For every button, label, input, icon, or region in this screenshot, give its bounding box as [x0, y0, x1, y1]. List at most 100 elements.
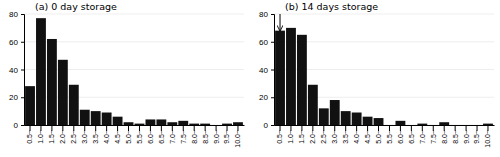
tick-label: 1.5~	[48, 130, 55, 144]
y-axis: 020406080	[259, 10, 274, 130]
bar	[91, 111, 101, 125]
grid-line	[24, 125, 244, 126]
x-axis: 0.5~ 1.0~ 1.5~ 2.0~ 2.5~ 3.0~ 3.5~ 4.0~ 4.5~ 5.0~…	[275, 125, 495, 148]
tick: 4.0~	[353, 125, 360, 144]
tick-mark	[21, 97, 24, 98]
tick: 3.0~	[81, 125, 88, 144]
tick-label: 0.5~	[26, 130, 33, 144]
tick-label: 4.5~	[114, 130, 121, 144]
figure: 0.5~ 1.0~ 1.5~ 2.0~ 2.5~ 3.0~ 3.5~ 4.0~ 4.5~ 5.0~…	[0, 0, 500, 157]
tick-label: 40	[259, 66, 268, 75]
bar	[363, 117, 373, 125]
tick: 6.5~	[408, 125, 415, 144]
tick-mark	[271, 125, 274, 126]
tick-label: 80	[9, 10, 18, 19]
y-axis: 020406080	[9, 10, 24, 130]
tick: 2.0~	[309, 125, 316, 144]
tick-label: 8.5~	[452, 130, 459, 144]
axis-line	[25, 125, 245, 126]
arrow	[280, 14, 281, 31]
tick-label: 1.0~	[37, 130, 44, 144]
tick-label: 3.5~	[342, 130, 349, 144]
grid-line	[274, 97, 494, 98]
bar	[124, 122, 134, 125]
tick-label: 6.0~	[397, 130, 404, 144]
tick: 2.5~	[320, 125, 327, 144]
tick: 40	[259, 66, 274, 75]
bar	[156, 119, 166, 125]
bar	[450, 125, 460, 126]
bar	[286, 28, 296, 125]
tick-label: 1.0~	[287, 130, 294, 144]
tick-mark	[271, 14, 274, 15]
bar	[113, 117, 123, 125]
bar	[483, 124, 493, 125]
tick-label: 8.0~	[191, 130, 198, 144]
tick-label: 7.0~	[169, 130, 176, 144]
tick: 4.5~	[364, 125, 371, 144]
grid	[24, 14, 244, 125]
axis-line	[275, 125, 495, 126]
tick-label: 20	[259, 93, 268, 102]
tick: 4.5~	[114, 125, 121, 144]
tick: 8.5~	[452, 125, 459, 144]
tick: 1.0~	[37, 125, 44, 144]
tick: 9.5~	[473, 125, 480, 144]
tick-label: 1.5~	[298, 130, 305, 144]
tick-mark	[271, 97, 274, 98]
tick-label: 3.0~	[331, 130, 338, 144]
tick: 3.5~	[92, 125, 99, 144]
bar	[341, 111, 351, 125]
tick-label: 4.0~	[353, 130, 360, 144]
tick-label: 2.0~	[309, 130, 316, 144]
tick: 5.0~	[375, 125, 382, 144]
tick-mark	[21, 42, 24, 43]
tick: 8.5~	[202, 125, 209, 144]
bar	[428, 125, 438, 126]
bar	[222, 124, 232, 125]
tick: 7.0~	[169, 125, 176, 144]
bar	[374, 118, 384, 125]
tick-label: 2.5~	[320, 130, 327, 144]
tick-label: 2.5~	[70, 130, 77, 144]
grid-line	[24, 97, 244, 98]
tick: 5.5~	[136, 125, 143, 144]
tick-label: 80	[259, 10, 268, 19]
bar	[69, 85, 79, 125]
tick-label: 9.5~	[473, 130, 480, 144]
tick-label: 6.0~	[147, 130, 154, 144]
bar	[461, 125, 471, 126]
tick-label: 5.0~	[375, 130, 382, 144]
tick: 7.5~	[180, 125, 187, 144]
tick: 3.5~	[342, 125, 349, 144]
bar	[47, 39, 57, 125]
tick-mark	[271, 42, 274, 43]
x-axis: 0.5~1.0~1.5~2.0~2.5~3.0~3.5~4.0~4.5~5.0~…	[25, 125, 245, 148]
tick: 2.5~	[70, 125, 77, 144]
grid-line	[274, 14, 494, 15]
bar	[178, 121, 188, 125]
grid-line	[274, 125, 494, 126]
tick-label: 8.0~	[441, 130, 448, 144]
tick: 7.5~	[430, 125, 437, 144]
grid-line	[24, 14, 244, 15]
bar	[200, 124, 210, 125]
bar	[472, 125, 482, 126]
tick-label: 9.5~	[223, 130, 230, 144]
bar	[319, 108, 329, 125]
tick-label: 60	[9, 38, 18, 47]
bar	[330, 100, 340, 125]
bar	[102, 113, 112, 125]
tick: 0	[14, 121, 24, 130]
bars	[25, 18, 243, 125]
tick-label: 0.5~	[276, 130, 283, 144]
tick-mark	[21, 70, 24, 71]
tick-label: 6.5~	[158, 130, 165, 144]
tick: 8.0~	[441, 125, 448, 144]
tick: 5.5~	[386, 125, 393, 144]
bar	[406, 125, 416, 126]
tick: 1.5~	[298, 125, 305, 144]
bar	[167, 122, 177, 125]
title: (b) 14 days storage	[285, 1, 378, 12]
bar	[308, 85, 318, 125]
